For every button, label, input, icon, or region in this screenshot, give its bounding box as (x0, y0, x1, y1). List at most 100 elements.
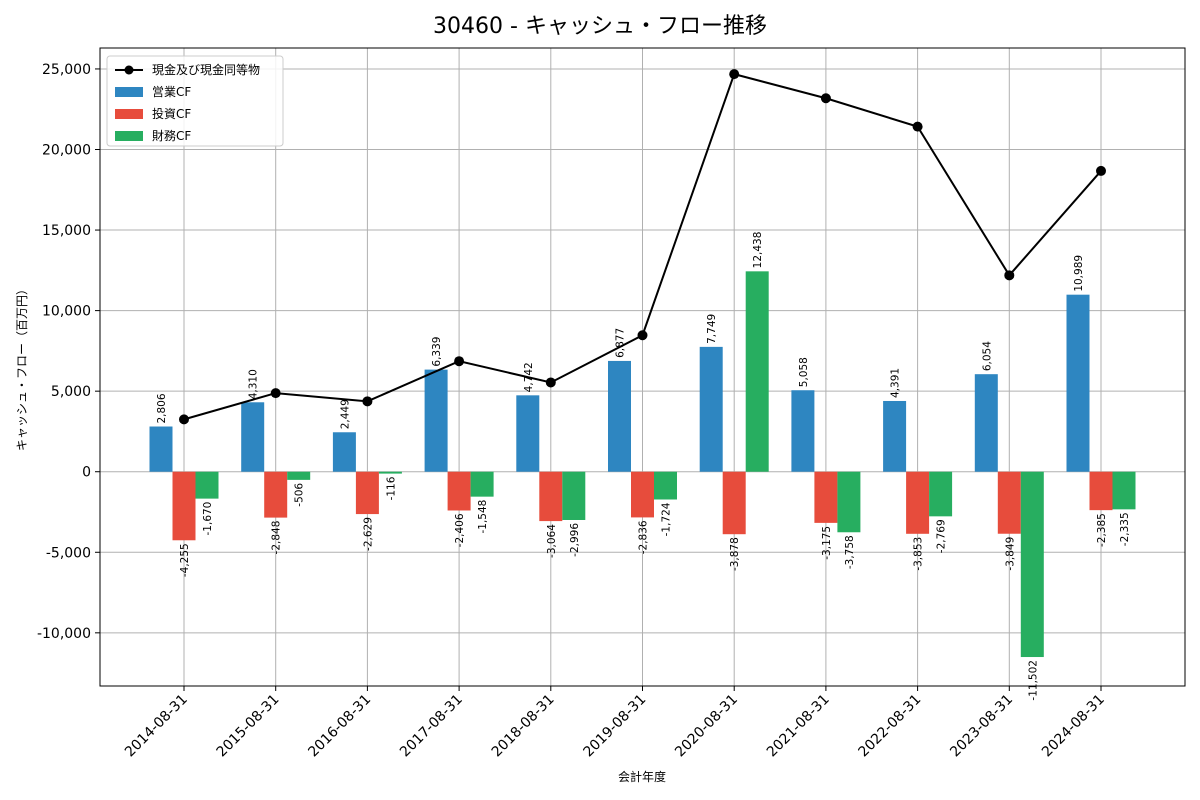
bars-layer (149, 271, 1136, 658)
bar-営業CF-2016-08-31 (332, 432, 356, 472)
legend-entry-営業CF: 営業CF (152, 85, 191, 99)
data-label-財務CF: -1,548 (477, 500, 489, 534)
legend-swatch-営業CF (115, 87, 143, 97)
bar-財務CF-2024-08-31 (1112, 471, 1136, 510)
data-label-投資CF: -4,255 (179, 543, 191, 577)
data-label-営業CF: 4,310 (248, 369, 260, 399)
data-label-財務CF: -116 (385, 476, 397, 500)
line-point-2018-08-31 (545, 377, 556, 388)
data-label-営業CF: 4,391 (890, 368, 902, 398)
bar-財務CF-2020-08-31 (745, 271, 769, 472)
y-tick-label: 0 (82, 465, 91, 481)
y-tick-label: -5,000 (46, 545, 91, 561)
data-label-投資CF: -3,175 (821, 526, 833, 560)
bar-営業CF-2015-08-31 (241, 402, 265, 472)
bar-営業CF-2017-08-31 (424, 369, 448, 472)
data-label-営業CF: 2,806 (156, 393, 168, 423)
line-layer (179, 69, 1106, 425)
line-point-2014-08-31 (179, 414, 189, 425)
y-axis-label: キャッシュ・フロー（百万円） (15, 283, 29, 451)
line-point-2015-08-31 (270, 388, 281, 399)
y-tick-label: 25,000 (42, 62, 91, 78)
y-tick-label: 20,000 (42, 143, 91, 159)
data-labels-layer: 2,806 4,310 2,449 6,339 4,742 6,877 7,749 5,058… (156, 232, 1131, 701)
bar-財務CF-2016-08-31 (378, 471, 402, 474)
x-axis-label: 会計年度 (618, 769, 666, 784)
data-label-投資CF: -3,849 (1004, 537, 1016, 571)
bar-投資CF-2014-08-31 (172, 471, 196, 541)
bar-営業CF-2014-08-31 (149, 426, 173, 472)
legend-box (106, 55, 284, 147)
line-point-2020-08-31 (729, 69, 740, 80)
data-label-投資CF: -2,406 (454, 513, 466, 547)
data-label-財務CF: -2,335 (1119, 512, 1131, 546)
bar-営業CF-2020-08-31 (699, 346, 723, 472)
bar-営業CF-2021-08-31 (791, 390, 815, 472)
data-label-財務CF: -2,769 (936, 519, 948, 553)
bar-財務CF-2015-08-31 (287, 471, 311, 480)
legend-entry-現金及び現金同等物: 現金及び現金同等物 (152, 62, 260, 77)
y-tick-label: 5,000 (51, 384, 91, 400)
y-tick-label: 10,000 (42, 304, 91, 320)
data-label-投資CF: -2,836 (638, 520, 650, 554)
data-label-財務CF: -11,502 (1027, 660, 1039, 701)
line-point-2016-08-31 (362, 396, 373, 407)
bar-営業CF-2022-08-31 (883, 400, 907, 472)
bar-財務CF-2018-08-31 (562, 471, 586, 520)
legend-entry-投資CF: 投資CF (152, 106, 191, 121)
bar-営業CF-2019-08-31 (608, 360, 631, 472)
data-label-投資CF: -2,385 (1096, 513, 1108, 547)
bar-投資CF-2017-08-31 (447, 471, 471, 511)
bar-投資CF-2018-08-31 (539, 471, 563, 522)
legend-swatch-投資CF (115, 109, 143, 119)
bar-投資CF-2019-08-31 (631, 471, 654, 518)
bar-投資CF-2023-08-31 (997, 471, 1021, 534)
bar-営業CF-2018-08-31 (516, 395, 540, 472)
bar-営業CF-2023-08-31 (974, 374, 998, 472)
bar-投資CF-2021-08-31 (814, 471, 838, 523)
y-tick-label: -10,000 (37, 626, 91, 642)
bar-財務CF-2021-08-31 (837, 471, 861, 533)
data-label-営業CF: 10,989 (1073, 255, 1085, 292)
bar-営業CF-2024-08-31 (1066, 294, 1090, 472)
bar-財務CF-2022-08-31 (929, 471, 953, 517)
bar-投資CF-2016-08-31 (355, 471, 379, 515)
line-point-2024-08-31 (1096, 165, 1106, 176)
bar-財務CF-2019-08-31 (654, 471, 677, 500)
line-point-2019-08-31 (637, 330, 648, 341)
line-point-2021-08-31 (820, 93, 831, 104)
line-point-2023-08-31 (1004, 270, 1015, 281)
legend-marker (124, 65, 134, 75)
data-label-財務CF: -1,724 (661, 502, 673, 536)
data-label-営業CF: 6,339 (431, 337, 443, 367)
line-point-2017-08-31 (454, 356, 465, 367)
data-label-財務CF: -2,996 (569, 523, 581, 557)
bar-投資CF-2020-08-31 (722, 471, 746, 535)
data-label-財務CF: -1,670 (202, 502, 214, 536)
data-label-営業CF: 2,449 (339, 399, 351, 429)
y-tick-label: 15,000 (42, 223, 91, 239)
legend-swatch-財務CF (115, 131, 143, 141)
data-label-財務CF: 12,438 (752, 232, 764, 269)
data-label-投資CF: -2,848 (271, 521, 283, 555)
bar-財務CF-2023-08-31 (1020, 471, 1044, 658)
data-label-営業CF: 6,877 (615, 328, 627, 358)
legend-entry-財務CF: 財務CF (152, 128, 191, 143)
data-label-営業CF: 5,058 (798, 357, 810, 387)
data-label-財務CF: -3,758 (844, 535, 856, 569)
data-label-営業CF: 6,054 (981, 341, 993, 371)
bar-投資CF-2015-08-31 (264, 471, 288, 518)
bar-財務CF-2017-08-31 (470, 471, 494, 497)
data-label-営業CF: 7,749 (706, 314, 718, 344)
line-point-2022-08-31 (912, 121, 923, 132)
data-label-投資CF: -3,064 (546, 524, 558, 558)
data-label-投資CF: -2,629 (362, 517, 374, 551)
data-label-財務CF: -506 (294, 483, 306, 507)
bar-投資CF-2022-08-31 (906, 471, 930, 534)
data-label-投資CF: -3,878 (729, 537, 741, 571)
chart-title: 30460 - キャッシュ・フロー推移 (433, 14, 767, 39)
bar-財務CF-2014-08-31 (195, 471, 219, 499)
data-label-営業CF: 4,742 (523, 362, 535, 392)
